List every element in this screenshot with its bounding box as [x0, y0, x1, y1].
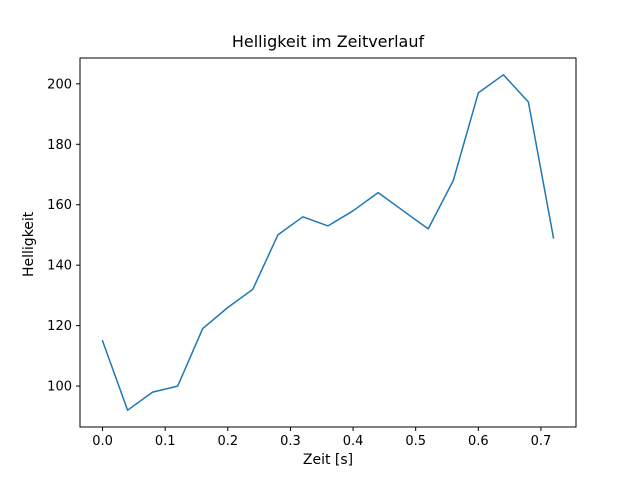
y-tick-label: 100 — [47, 380, 72, 395]
chart-title: Helligkeit im Zeitverlauf — [231, 32, 425, 51]
x-tick-label: 0.6 — [468, 434, 489, 449]
x-tick-label: 0.2 — [217, 434, 238, 449]
x-tick-label: 0.5 — [405, 434, 426, 449]
y-tick-label: 140 — [47, 259, 72, 274]
y-tick-label: 160 — [47, 198, 72, 213]
y-tick-label: 200 — [47, 77, 72, 92]
x-axis-label: Zeit [s] — [302, 452, 354, 468]
x-tick-label: 0.7 — [531, 434, 552, 449]
brightness-line-series — [101, 74, 555, 411]
axes-frame — [79, 57, 577, 428]
x-tick-label: 0.0 — [92, 434, 113, 449]
x-tick-label: 0.1 — [155, 434, 176, 449]
y-axis-label: Helligkeit — [21, 211, 37, 277]
x-tick-label: 0.3 — [280, 434, 301, 449]
y-tick-label: 180 — [47, 138, 72, 153]
x-tick-label: 0.4 — [343, 434, 364, 449]
y-tick-label: 120 — [47, 319, 72, 334]
